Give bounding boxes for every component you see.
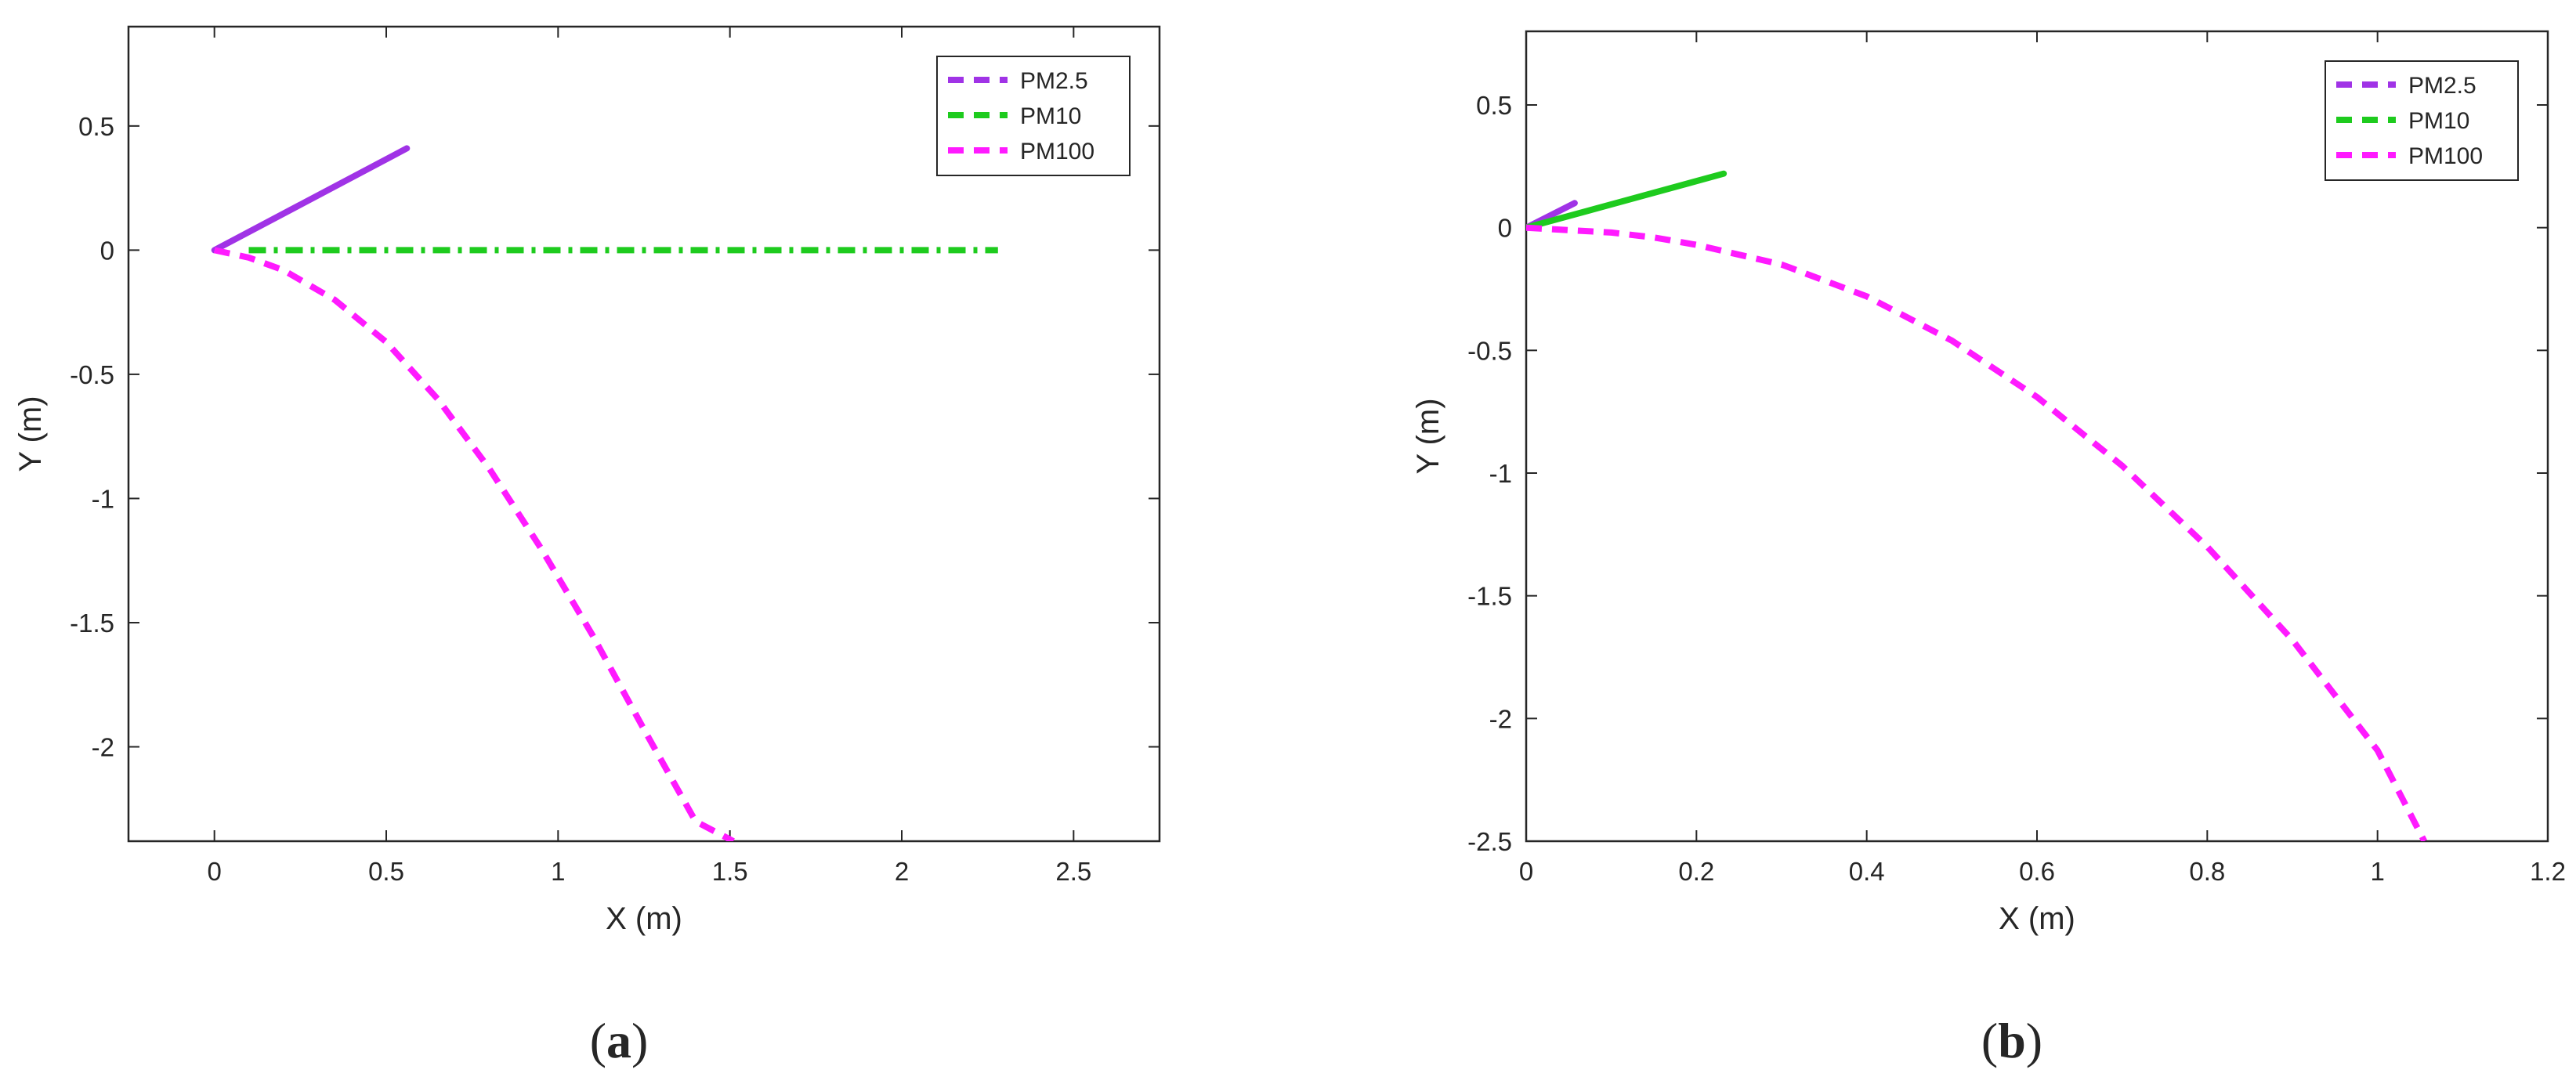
legend: PM2.5 PM10 PM100 (2325, 60, 2519, 181)
legend-label-pm25: PM2.5 (2408, 73, 2477, 99)
series-lines (1526, 170, 2427, 841)
panel-label: (a) (590, 1013, 649, 1068)
legend-label-pm25: PM2.5 (1020, 68, 1088, 94)
legend-label-pm10: PM10 (2408, 108, 2469, 134)
y-tick-label: -1 (92, 484, 114, 513)
y-axis-label: Y (m) (13, 396, 48, 472)
y-tick-label: 0 (100, 236, 114, 265)
x-tick-label: 2 (895, 857, 909, 886)
x-tick-label: 0.4 (1849, 857, 1885, 886)
y-tick-label: 0.5 (1476, 91, 1512, 120)
x-axis-label: X (m) (1999, 902, 2075, 936)
x-tick-label: 2.5 (1055, 857, 1091, 886)
legend-label-pm10: PM10 (1020, 103, 1081, 129)
x-tick-label: 1 (551, 857, 565, 886)
x-tick-label: 0.5 (368, 857, 404, 886)
x-axis-label: X (m) (606, 902, 682, 936)
x-tick-label: 1.2 (2530, 857, 2566, 886)
series-line-pm10 (1526, 170, 1728, 231)
x-tick-label: 0.8 (2189, 857, 2225, 886)
y-tick-label: -2.5 (1467, 827, 1512, 856)
chart-panel-a: 0 0.5 1 1.5 2 2.5 0.5 0 -0.5 -1 -1.5 -2 X (m) Y (m) PM… (13, 25, 1161, 1068)
y-tick-label: -0.5 (1467, 336, 1512, 365)
y-tick-label: -1 (1489, 459, 1512, 488)
x-tick-label: 0 (207, 857, 221, 886)
legend: PM2.5 PM10 PM100 (936, 56, 1131, 176)
y-tick-label: -2 (92, 733, 114, 762)
series-line-pm100 (213, 247, 735, 841)
y-axis-label: Y (m) (1411, 398, 1445, 474)
x-tick-label: 0.6 (2019, 857, 2055, 886)
x-tick-label: 1.5 (712, 857, 748, 886)
x-tick-label: 1 (2370, 857, 2384, 886)
y-tick-label: 0 (1498, 214, 1512, 243)
x-tick-label: 0.2 (1678, 857, 1714, 886)
y-tick-label: -0.5 (70, 360, 114, 389)
y-tick-label: -1.5 (70, 609, 114, 638)
y-tick-label: -1.5 (1467, 582, 1512, 611)
x-tick-label: 0 (1519, 857, 1533, 886)
legend-box (2325, 60, 2519, 181)
legend-label-pm100: PM100 (2408, 143, 2483, 169)
panel-label: (b) (1981, 1013, 2042, 1068)
y-tick-label: -2 (1489, 704, 1512, 733)
chart-panel-b: 0 0.2 0.4 0.6 0.8 1 1.2 0.5 0 -0.5 -1 -1.5 -2 -2.5 X (… (1411, 30, 2566, 1068)
series-line-pm25 (211, 145, 411, 254)
series-line-pm100 (1526, 224, 2427, 841)
legend-box (936, 56, 1131, 176)
series-lines (211, 145, 998, 841)
legend-label-pm100: PM100 (1020, 139, 1094, 164)
y-tick-label: 0.5 (78, 112, 114, 141)
